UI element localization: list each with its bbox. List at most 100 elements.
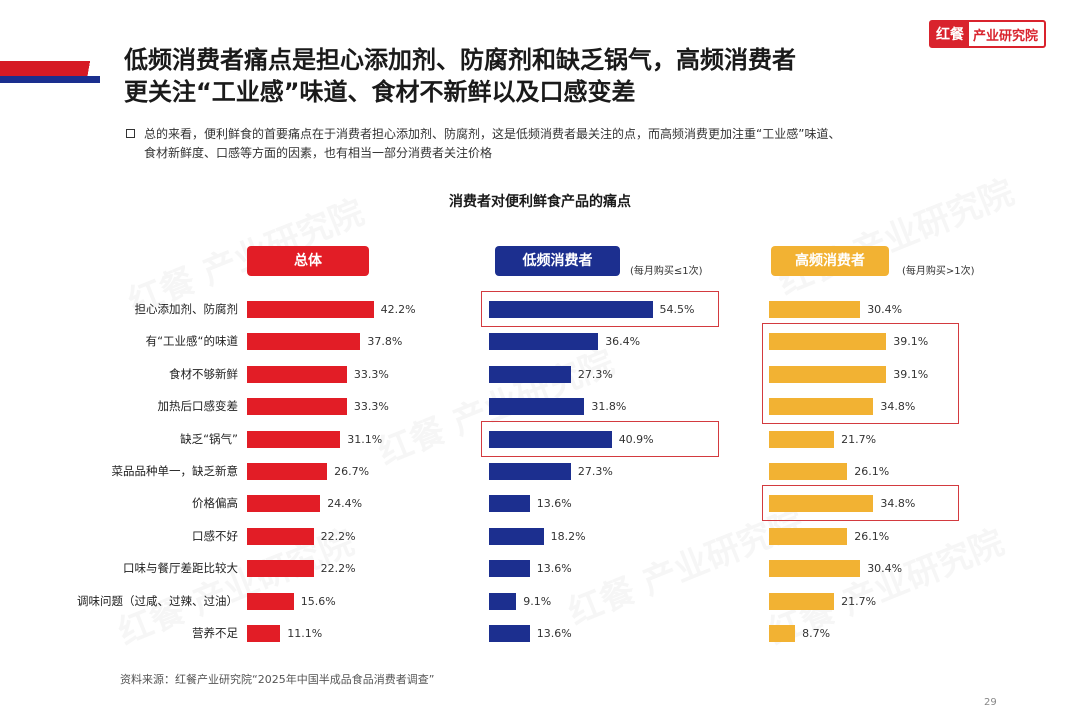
page-title: 低频消费者痛点是担心添加剂、防腐剂和缺乏锅气，高频消费者 更关注“工业感”味道、… <box>124 44 924 108</box>
value-label: 13.6% <box>536 497 572 511</box>
bar <box>489 333 599 351</box>
summary-line-2: 食材新鲜度、口感等方面的因素，也有相当一部分消费者关注价格 <box>144 146 493 160</box>
summary-line-1: 总的来看，便利鲜食的首要痛点在于消费者担心添加剂、防腐剂，这是低频消费者最关注的… <box>144 127 841 141</box>
value-label: 13.6% <box>536 562 572 576</box>
series-header: 总体 <box>247 246 369 276</box>
bar <box>769 625 796 642</box>
bar <box>769 430 835 448</box>
value-label: 21.7% <box>841 594 877 608</box>
title-line-2: 更关注“工业感”味道、食材不新鲜以及口感变差 <box>124 78 636 106</box>
logo-mark: 红餐 <box>930 21 969 47</box>
page-number: 29 <box>984 697 997 708</box>
bar <box>489 625 530 642</box>
decorative-stripe <box>0 61 106 83</box>
series-note: (每月购买>1次) <box>902 266 975 277</box>
bar <box>247 301 374 318</box>
category-label: 调味问题（过咸、过辣、过油） <box>77 593 238 608</box>
bar <box>489 365 571 383</box>
series-header: 低频消费者 <box>495 246 620 276</box>
bar <box>769 527 848 545</box>
value-label: 36.4% <box>605 335 641 349</box>
chart-title: 消费者对便利鲜食产品的痛点 <box>449 194 631 210</box>
category-label: 营养不足 <box>192 626 238 640</box>
bar <box>247 527 314 545</box>
source-note: 资料来源：红餐产业研究院“2025年中国半成品食品消费者调查” <box>120 673 435 686</box>
value-label: 33.3% <box>353 367 389 381</box>
bar <box>489 592 517 610</box>
value-label: 31.8% <box>591 400 627 414</box>
logo-text: 产业研究院 <box>972 28 1038 44</box>
square-bullet-icon <box>126 129 135 138</box>
value-label: 22.2% <box>320 562 356 576</box>
bar <box>489 430 612 448</box>
category-label: 口味与餐厅差距比较大 <box>123 561 238 576</box>
bar <box>247 398 347 416</box>
value-label: 30.4% <box>867 562 903 576</box>
bar <box>247 495 321 513</box>
value-label: 8.7% <box>802 627 831 640</box>
bar <box>769 398 874 416</box>
series-header: 高频消费者 <box>771 246 889 276</box>
value-label: 39.1% <box>893 335 929 349</box>
category-label: 价格偏高 <box>192 496 238 511</box>
value-label: 54.5% <box>659 303 695 316</box>
value-label: 22.2% <box>320 529 356 543</box>
value-label: 27.3% <box>577 465 613 478</box>
bar <box>247 625 281 642</box>
category-label: 有“工业感“的味道 <box>145 334 238 349</box>
value-label: 37.8% <box>367 335 403 349</box>
category-label: 菜品品种单一，缺乏新意 <box>111 464 239 478</box>
highlight-box <box>481 291 719 327</box>
category-label: 缺乏“锅气” <box>180 431 238 446</box>
bar <box>247 333 361 351</box>
bar <box>769 592 835 610</box>
bar <box>247 365 347 383</box>
summary-text: 总的来看，便利鲜食的首要痛点在于消费者担心添加剂、防腐剂，这是低频消费者最关注的… <box>124 125 984 163</box>
value-label: 9.1% <box>523 594 552 608</box>
value-label: 33.3% <box>353 400 389 414</box>
bar <box>489 560 530 578</box>
value-label: 18.2% <box>550 529 586 543</box>
value-label: 40.9% <box>618 432 654 446</box>
value-label: 39.1% <box>893 367 929 381</box>
value-label: 11.1% <box>287 627 323 640</box>
bar <box>489 527 544 545</box>
title-line-1: 低频消费者痛点是担心添加剂、防腐剂和缺乏锅气，高频消费者 <box>124 46 796 74</box>
value-label: 26.1% <box>854 529 890 543</box>
bar <box>247 430 341 448</box>
value-label: 15.6% <box>300 594 336 608</box>
bar <box>489 301 653 318</box>
highlight-box <box>762 485 959 522</box>
category-label: 食材不够新鲜 <box>169 366 238 381</box>
category-label: 担心添加剂、防腐剂 <box>134 302 239 316</box>
bar <box>489 398 585 416</box>
bar <box>247 463 328 480</box>
bar <box>769 495 874 513</box>
value-label: 31.1% <box>347 432 383 446</box>
value-label: 21.7% <box>841 432 877 446</box>
value-label: 30.4% <box>867 303 903 316</box>
category-label: 口感不好 <box>192 528 238 543</box>
bar <box>769 463 848 480</box>
category-label: 加热后口感变差 <box>157 399 239 414</box>
bar <box>489 495 530 513</box>
bar <box>769 333 887 351</box>
bar <box>769 560 861 578</box>
value-label: 34.8% <box>880 497 916 511</box>
value-label: 34.8% <box>880 400 916 414</box>
bar <box>489 463 571 480</box>
value-label: 13.6% <box>536 627 572 640</box>
bar <box>247 560 314 578</box>
value-label: 26.7% <box>334 465 370 478</box>
bar <box>247 592 294 610</box>
highlight-box <box>481 420 719 457</box>
watermark: 红餐 产业研究院 <box>772 172 1020 304</box>
value-label: 27.3% <box>577 367 613 381</box>
value-label: 26.1% <box>854 465 890 478</box>
value-label: 24.4% <box>327 497 363 511</box>
brand-logo: 红餐 产业研究院 <box>928 20 1046 48</box>
highlight-box <box>762 323 959 425</box>
value-label: 42.2% <box>380 303 416 316</box>
bar <box>769 301 861 318</box>
bar <box>769 365 887 383</box>
